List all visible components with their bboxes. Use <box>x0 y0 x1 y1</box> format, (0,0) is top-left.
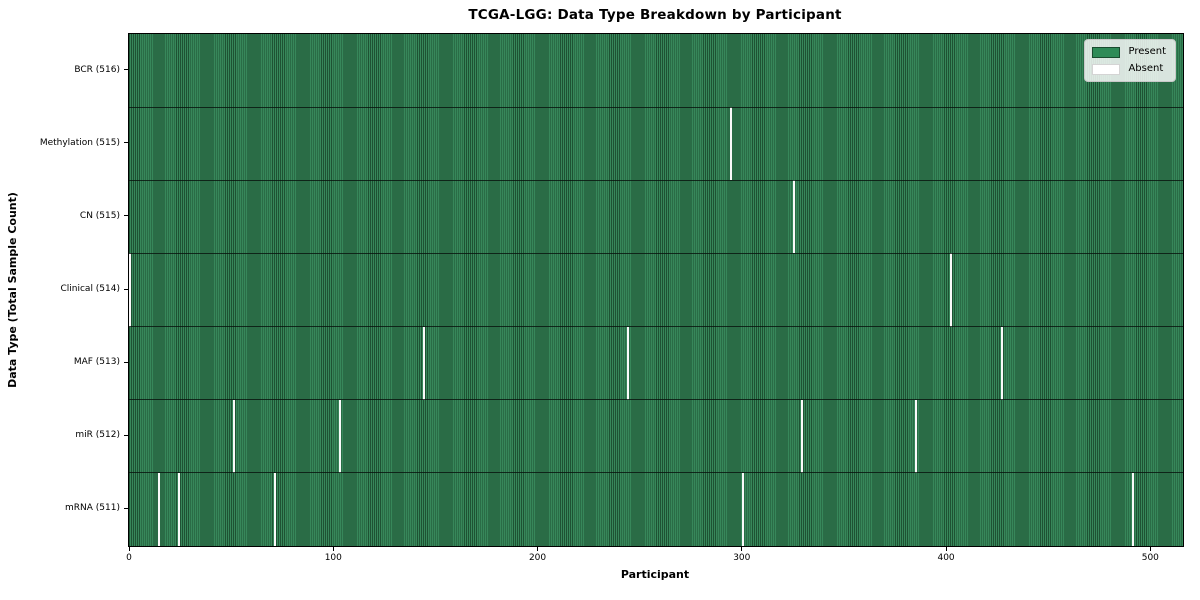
y-tick-label: CN (515) <box>79 210 120 221</box>
y-tick-mark <box>124 142 128 144</box>
y-tick-label: miR (512) <box>75 430 120 441</box>
x-tick-label: 300 <box>733 553 751 563</box>
y-tick-label: mRNA (511) <box>65 503 120 514</box>
absent-bar <box>1131 472 1134 546</box>
legend-present-label: Present <box>1128 46 1166 57</box>
x-tick-mark <box>741 547 743 551</box>
y-tick-label: Methylation (515) <box>39 137 120 148</box>
row-divider <box>129 326 1183 328</box>
absent-bar <box>233 399 236 473</box>
y-tick-label: Clinical (514) <box>60 284 120 294</box>
legend-entry-absent: Absent <box>1092 63 1166 75</box>
y-tick-mark <box>124 434 128 436</box>
legend-entry-present: Present <box>1092 46 1166 58</box>
x-tick-mark <box>945 547 947 551</box>
x-tick-mark <box>1149 547 1151 551</box>
x-tick-mark <box>537 547 539 551</box>
x-tick-mark <box>128 547 130 551</box>
absent-bar <box>915 399 918 473</box>
absent-bar <box>129 253 132 327</box>
row-divider <box>129 179 1183 181</box>
absent-bar <box>792 180 795 254</box>
y-tick-mark <box>124 507 128 509</box>
x-axis-label: Participant <box>620 568 690 581</box>
absent-bar <box>178 472 181 546</box>
absent-bar <box>423 326 426 400</box>
x-tick-label: 500 <box>1141 553 1159 563</box>
absent-bar <box>274 472 277 546</box>
y-tick-mark <box>124 215 128 217</box>
row-divider <box>129 106 1183 108</box>
x-tick-label: 200 <box>528 553 547 563</box>
row-divider <box>129 472 1183 474</box>
legend: Present Absent <box>1084 39 1176 82</box>
row-divider <box>129 399 1183 401</box>
x-tick-mark <box>332 547 334 551</box>
legend-absent-swatch <box>1092 63 1121 75</box>
y-tick-mark <box>124 361 128 363</box>
x-tick-label: 0 <box>126 553 132 563</box>
absent-bar <box>729 107 732 181</box>
legend-present-swatch <box>1092 46 1121 58</box>
absent-bar <box>339 399 342 473</box>
y-axis-label: Data Type (Total Sample Count) <box>6 192 19 388</box>
x-tick-label: 400 <box>937 553 955 563</box>
y-tick-label: BCR (516) <box>74 64 120 75</box>
absent-bar <box>627 326 630 400</box>
legend-absent-label: Absent <box>1128 63 1164 74</box>
absent-bar <box>157 472 160 546</box>
y-tick-mark <box>124 288 128 290</box>
chart-title: TCGA-LGG: Data Type Breakdown by Partici… <box>468 7 842 23</box>
y-tick-mark <box>124 69 128 71</box>
absent-bar <box>1001 326 1004 400</box>
plot-area: Present Absent <box>128 33 1184 547</box>
x-tick-label: 100 <box>324 553 342 563</box>
row-divider <box>129 252 1183 254</box>
absent-bar <box>801 399 804 473</box>
absent-bar <box>741 472 744 546</box>
y-tick-label: MAF (513) <box>73 357 120 368</box>
absent-bar <box>950 253 953 327</box>
